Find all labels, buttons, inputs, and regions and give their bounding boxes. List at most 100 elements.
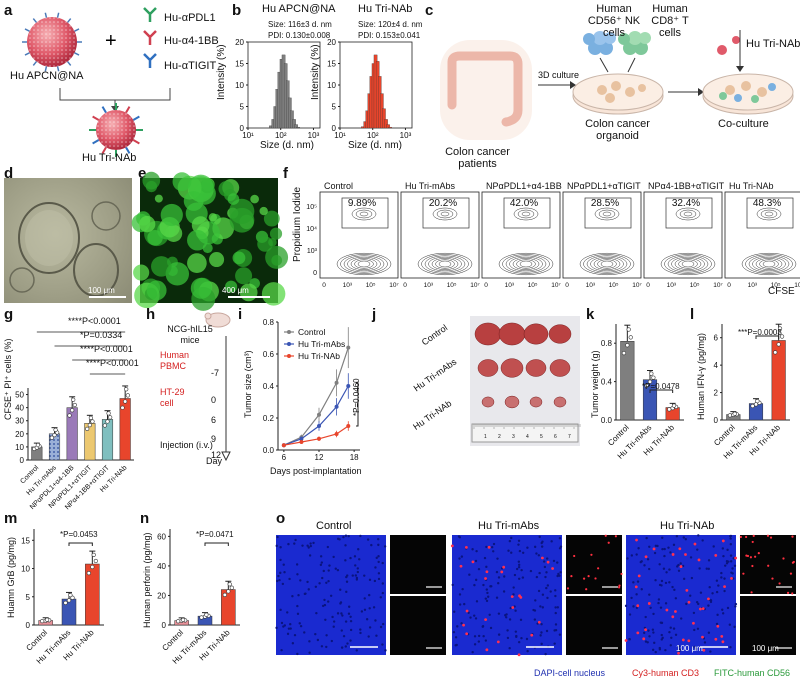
nucleus-dot: [457, 535, 461, 538]
data-point: [86, 571, 91, 576]
series-point-1: [346, 384, 351, 388]
dls-bar: [382, 108, 386, 129]
flow-contour: [762, 260, 776, 268]
dls-ytick-label: 20: [235, 38, 244, 47]
nucleus-dot: [332, 555, 335, 559]
flow-gate: [584, 197, 632, 229]
legend-label: Control: [298, 327, 326, 337]
nucleus-dot: [660, 638, 663, 641]
nucleus-dot: [473, 614, 476, 617]
data-point: [35, 442, 40, 448]
panel-letter-l: l: [690, 306, 695, 323]
flow-contour-upper: [436, 209, 454, 219]
dls-ytick-label: 5: [240, 103, 245, 112]
nucleus-dot: [375, 556, 378, 560]
j-row-control: Control: [419, 322, 450, 348]
flow-xtick-label: 10⁵: [690, 282, 700, 289]
nucleus-dot: [341, 614, 344, 617]
if-images: [275, 534, 796, 657]
nucleus-dot: [461, 587, 464, 591]
panel-letter-d: d: [4, 165, 14, 182]
svg-text:+: +: [105, 30, 117, 52]
cy3-dot: [791, 535, 794, 538]
nucleus-dot: [474, 578, 478, 582]
day-6: 6: [211, 415, 217, 425]
nucleus-dot: [308, 651, 311, 654]
tumor-samples: 1 2 3 4 5 6 7: [471, 322, 581, 443]
ruler-number: 7: [568, 434, 571, 440]
nucleus-dot: [682, 577, 686, 581]
nucleus-dot: [286, 611, 289, 614]
flow-xtick-label: 0: [322, 282, 326, 289]
organoid-shapes: [9, 201, 126, 298]
nucleus-dot: [533, 618, 537, 621]
flow-xtick-label: 10³: [424, 282, 434, 289]
dls-ytick-label: 10: [327, 81, 336, 90]
nucleus-dot: [339, 588, 342, 591]
nucleus-dot: [508, 646, 511, 650]
nucleus-dot: [495, 596, 499, 599]
tri-nab-small-icon: [717, 36, 740, 55]
nucleus-dot: [463, 602, 466, 606]
nucleus-dot: [296, 612, 300, 616]
nucleus-dot: [696, 548, 699, 551]
series-point-0: [346, 345, 351, 350]
nucleus-dot: [628, 638, 631, 641]
nucleus-dot: [715, 590, 719, 594]
flow-contour: [357, 260, 371, 268]
cy3-dot: [597, 567, 600, 570]
nucleus-dot: [309, 542, 312, 545]
nucleus-dot: [294, 538, 297, 542]
nucleus-dot: [495, 570, 499, 574]
data-point: [671, 403, 677, 408]
flow-contour: [498, 252, 554, 276]
data-point: [222, 592, 227, 597]
cy3-dot: [604, 534, 607, 537]
nucleus-dot: [734, 605, 737, 608]
tumor-0-3: [548, 324, 572, 344]
nucleus-dot: [328, 564, 331, 567]
nucleus-dot: [648, 545, 651, 549]
nucleus-dot: [356, 570, 360, 574]
nucleus-dot: [471, 548, 474, 551]
nucleus-dot: [332, 620, 336, 623]
nucleus-dot: [368, 607, 371, 610]
nucleus-dot: [626, 557, 629, 560]
nucleus-dot: [345, 575, 348, 579]
flow-xtick-label: 0: [646, 282, 650, 289]
if-fitc-2: [740, 596, 796, 655]
nucleus-dot: [556, 561, 559, 564]
tumor-0-0: [474, 322, 502, 346]
flow-contour-upper: [517, 209, 535, 219]
flow-group-title: Hu Tri-NAb: [729, 181, 774, 191]
data-point: [649, 371, 654, 376]
nucleus-dot: [496, 557, 499, 560]
nucleus-dot: [707, 567, 710, 571]
m-stat: *P=0.0453: [60, 530, 98, 539]
nucleus-dot: [541, 540, 544, 543]
nucleus-dot: [661, 536, 664, 539]
nucleus-dot: [339, 602, 342, 605]
nucleus-dot: [517, 577, 521, 580]
nucleus-dot: [518, 549, 522, 553]
l-ylabel: Human IFN-γ (pg/mg): [696, 332, 706, 420]
dls-bar: [294, 124, 298, 129]
flow-contour-upper: [359, 211, 369, 217]
nucleus-dot: [287, 627, 291, 630]
cd3-dot: [714, 554, 718, 557]
cd3-dot: [511, 606, 515, 609]
data-point: [727, 413, 733, 418]
cd3-dot: [681, 638, 685, 642]
flow-xtick-label: 10⁷: [713, 282, 723, 289]
cd3-dot: [637, 574, 641, 578]
nucleus-dot: [526, 546, 529, 549]
cd3-dot: [644, 555, 648, 559]
flow-contour: [512, 258, 540, 270]
tumor-0-1: [498, 322, 526, 346]
nucleus-dot: [276, 579, 279, 583]
nucleus-dot: [648, 593, 651, 596]
tumor-2-0: [481, 396, 495, 408]
nucleus-dot: [715, 622, 719, 626]
data-point: [180, 617, 186, 623]
flow-gate: [503, 197, 551, 229]
